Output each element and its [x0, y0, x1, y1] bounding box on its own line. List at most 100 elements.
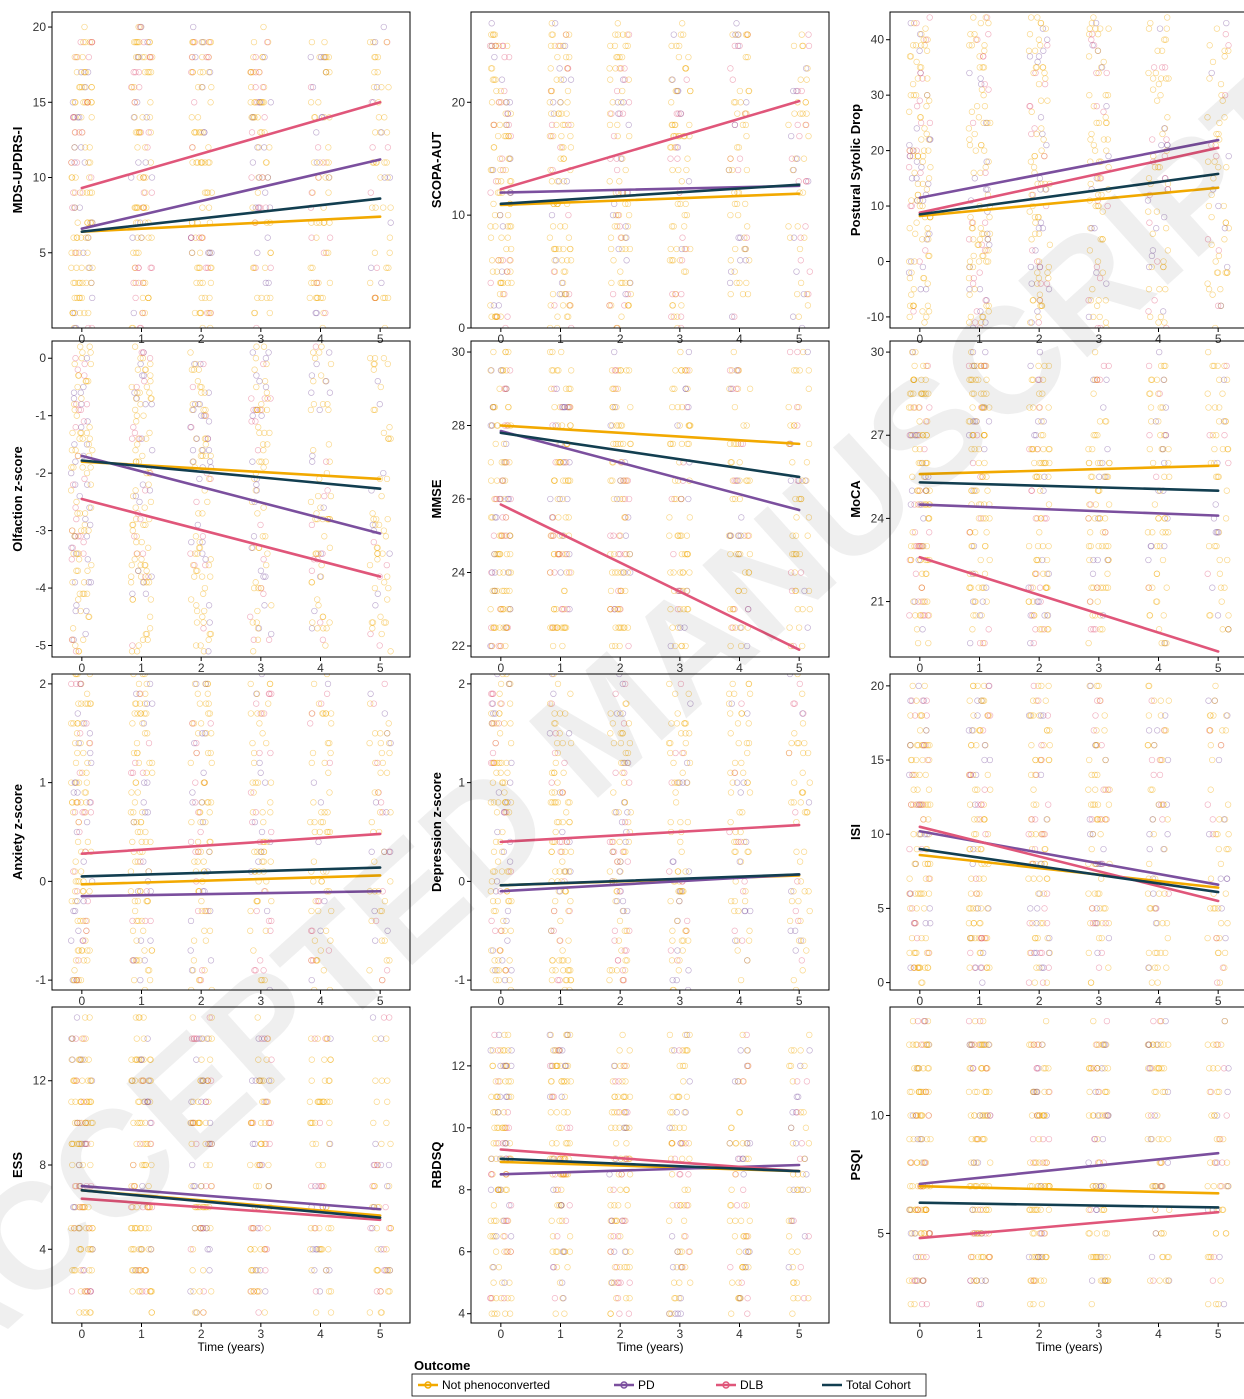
data-point [795, 739, 802, 747]
data-point [912, 612, 919, 619]
data-point [624, 809, 631, 816]
data-point [556, 937, 563, 944]
data-point [907, 964, 914, 971]
data-point [1222, 418, 1229, 425]
data-point [370, 84, 378, 91]
data-point [908, 390, 915, 397]
data-point [1149, 230, 1156, 237]
data-point [966, 69, 973, 77]
data-point [607, 234, 615, 241]
data-point [923, 712, 930, 719]
data-point [1147, 313, 1154, 321]
data-point [609, 290, 617, 298]
data-point [920, 362, 927, 370]
data-point [506, 459, 513, 466]
data-point [916, 771, 923, 779]
data-point [1026, 103, 1033, 110]
data-point [75, 927, 82, 934]
data-point [325, 144, 332, 151]
data-point [804, 302, 812, 309]
data-point [373, 544, 381, 551]
data-point [970, 252, 977, 260]
data-point [1045, 501, 1053, 508]
data-point [670, 31, 677, 38]
data-point [131, 84, 138, 91]
data-point [495, 789, 503, 796]
data-point [554, 495, 561, 503]
data-point [799, 42, 806, 50]
data-point [1162, 432, 1170, 439]
data-point [727, 710, 734, 717]
data-point [147, 99, 154, 106]
data-point [499, 957, 506, 964]
data-point [73, 234, 81, 241]
data-point [372, 294, 379, 302]
data-point [189, 38, 197, 46]
data-point [207, 264, 214, 271]
data-point [684, 606, 691, 613]
data-point [497, 532, 505, 539]
data-point [672, 642, 679, 650]
data-point [966, 291, 973, 298]
data-point [668, 779, 675, 786]
data-point [977, 308, 984, 315]
data-point [564, 957, 572, 964]
data-point [910, 801, 917, 808]
data-point [325, 159, 332, 166]
data-point [737, 858, 745, 865]
data-point [262, 159, 270, 166]
y-tick-label: 1 [458, 776, 465, 790]
data-point [194, 264, 201, 271]
data-point [1028, 108, 1035, 115]
data-point [147, 596, 155, 603]
data-point [727, 769, 734, 776]
data-point [146, 976, 154, 984]
data-point [378, 84, 385, 91]
data-point [136, 84, 143, 91]
data-point [685, 53, 692, 61]
data-point [267, 249, 274, 256]
data-point [317, 573, 325, 580]
data-point [921, 860, 929, 868]
data-point [547, 927, 555, 934]
data-point [970, 236, 977, 243]
data-point [72, 174, 79, 181]
data-point [924, 612, 931, 619]
data-point [143, 383, 151, 391]
data-point [1152, 69, 1160, 77]
data-point [133, 53, 140, 61]
data-point [729, 385, 736, 392]
data-point [133, 818, 140, 826]
data-point [131, 710, 138, 717]
x-tick-label: 2 [1036, 661, 1043, 675]
data-point [248, 174, 255, 181]
data-point [919, 756, 926, 764]
data-point [547, 495, 554, 503]
data-point [259, 53, 266, 61]
data-point [309, 458, 316, 465]
data-point [617, 606, 624, 613]
data-point [976, 890, 983, 897]
data-point [144, 144, 151, 151]
y-tick-label: 2 [458, 677, 465, 691]
data-point [491, 550, 498, 558]
data-point [88, 324, 95, 328]
data-point [619, 495, 627, 503]
data-point [74, 114, 81, 121]
data-point [614, 121, 621, 129]
data-point [735, 587, 742, 595]
data-point [986, 213, 993, 221]
y-tick-label: -4 [35, 581, 46, 595]
data-point [206, 475, 213, 483]
data-point [557, 569, 564, 576]
data-point [253, 619, 260, 626]
data-point [1214, 473, 1221, 480]
data-point [924, 860, 931, 868]
data-point [923, 47, 931, 54]
data-point [918, 390, 925, 397]
data-point [679, 779, 687, 786]
data-point [507, 245, 515, 253]
data-point [1106, 459, 1113, 467]
data-point [137, 23, 144, 31]
data-point [679, 947, 686, 954]
